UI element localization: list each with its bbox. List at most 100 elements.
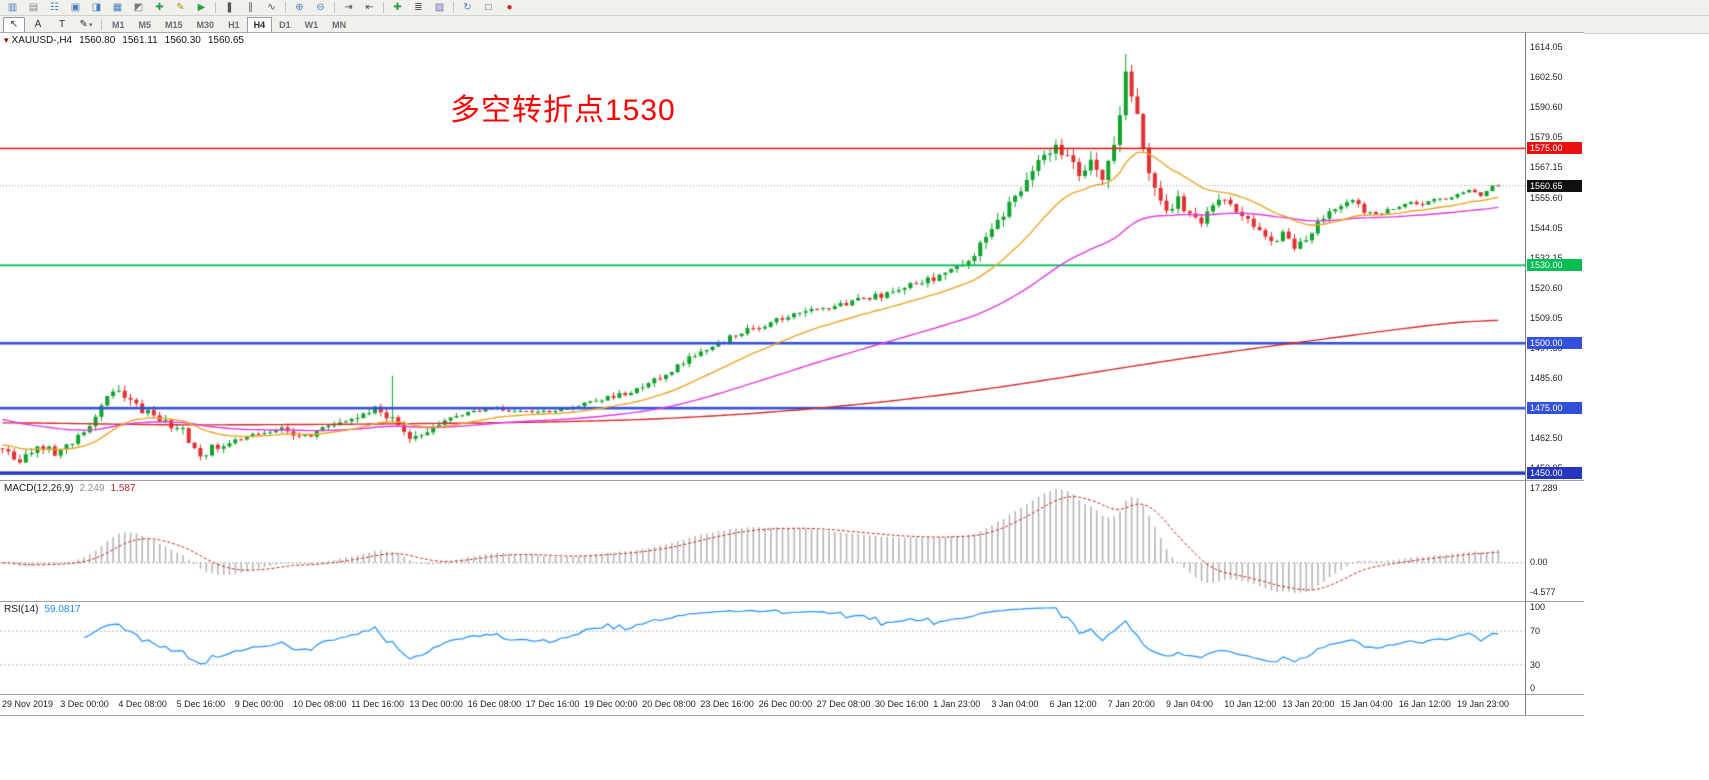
- time-tick-label: 23 Dec 16:00: [700, 699, 754, 709]
- quote-low: 1560.30: [164, 35, 201, 46]
- timeframe-mn[interactable]: MN: [332, 19, 347, 30]
- metaeditor-icon[interactable]: ✎: [176, 2, 185, 13]
- standard-toolbar: ▥ ▤ ☷ ▣ ◨ ▦ ◩ ✚ ✎ ▶ ❚ ∥ ∿ ⊕ ⊖ ⇥ ⇤ ✚ ≣ ▨ ↻ □ ●: [0, 0, 1709, 16]
- strategy-tester-icon[interactable]: ◩: [133, 2, 144, 13]
- macd-tick-label: -4.577: [1530, 587, 1556, 597]
- record-icon[interactable]: ●: [506, 2, 513, 13]
- price-axis[interactable]: 1614.05 1602.50 1590.60 1579.05 1567.15 1555.…: [1525, 33, 1584, 480]
- price-level-badge: 1500.00: [1527, 337, 1582, 350]
- zoom-in-icon[interactable]: ⊕: [295, 2, 304, 13]
- time-tick-label: 19 Dec 00:00: [584, 699, 638, 709]
- time-tick-label: 20 Dec 08:00: [642, 699, 696, 709]
- price-tick-label: 1520.60: [1530, 282, 1563, 293]
- timeframe-d1[interactable]: D1: [279, 19, 291, 30]
- new-chart-icon[interactable]: ▥: [7, 2, 18, 13]
- rsi-panel: RSI(14) 59.0817 100 70 30 0: [0, 601, 1584, 694]
- price-chart-panel: ▾ XAUUSD-,H4 1560.80 1561.11 1560.30 1560.65 …: [0, 33, 1584, 480]
- full-screen-icon[interactable]: □: [485, 2, 492, 13]
- time-tick-label: 10 Jan 12:00: [1224, 699, 1277, 709]
- time-tick-label: 1 Jan 23:00: [933, 699, 981, 709]
- new-order-icon[interactable]: ✚: [155, 2, 164, 13]
- profiles-icon[interactable]: ▤: [28, 2, 39, 13]
- indicators-icon[interactable]: ✚: [393, 2, 402, 13]
- text-tool[interactable]: A: [34, 19, 42, 30]
- rsi-value: 59.0817: [44, 604, 81, 615]
- time-tick-label: 26 Dec 00:00: [758, 699, 813, 709]
- time-tick-label: 19 Jan 23:00: [1457, 699, 1510, 709]
- time-tick-label: 29 Nov 2019: [2, 699, 54, 709]
- time-tick-label: 6 Jan 12:00: [1049, 699, 1097, 709]
- chart-annotation-text[interactable]: 多空转折点1530: [450, 94, 676, 127]
- macd-label: MACD(12,26,9) 2.249 1.587: [4, 483, 136, 494]
- autotrading-icon[interactable]: ▶: [197, 2, 206, 13]
- toolbar-separator: [215, 2, 216, 13]
- timeframe-m30[interactable]: M30: [196, 19, 215, 30]
- time-tick-label: 11 Dec 16:00: [351, 699, 405, 709]
- macd-name: MACD(12,26,9): [4, 483, 74, 494]
- time-tick-label: 17 Dec 16:00: [525, 699, 580, 709]
- quote-close: 1560.65: [207, 35, 244, 46]
- toolbar-separator: [285, 2, 286, 13]
- timeframe-m1[interactable]: M1: [112, 19, 125, 30]
- market-watch-icon[interactable]: ☷: [50, 2, 59, 13]
- macd-tick-label: 0.00: [1530, 556, 1548, 567]
- quote-high: 1561.11: [122, 35, 158, 46]
- zoom-out-icon[interactable]: ⊖: [316, 2, 325, 13]
- timeframe-m15[interactable]: M15: [165, 19, 183, 30]
- data-window-icon[interactable]: ▣: [70, 2, 81, 13]
- price-tick-label: 1509.05: [1530, 312, 1563, 323]
- chart-window: ▾ XAUUSD-,H4 1560.80 1561.11 1560.30 1560.65 …: [0, 32, 1584, 716]
- auto-scroll-icon[interactable]: ⇥: [344, 2, 353, 13]
- price-level-badge: 1530.00: [1527, 259, 1582, 272]
- line-chart-icon[interactable]: ∿: [267, 2, 276, 13]
- current-price-badge: 1560.65: [1527, 179, 1582, 192]
- templates-icon[interactable]: ▨: [434, 2, 445, 13]
- price-tick-label: 1602.50: [1530, 72, 1563, 83]
- price-chart-canvas[interactable]: [0, 33, 1525, 480]
- timeframe-w1[interactable]: W1: [304, 19, 319, 30]
- price-tick-label: 1590.60: [1530, 102, 1563, 113]
- draw-tools-dropdown[interactable]: ✎ ▾: [79, 19, 93, 30]
- timeframe-h4[interactable]: H4: [246, 16, 273, 33]
- rsi-tick-label: 100: [1530, 602, 1546, 612]
- rsi-label: RSI(14) 59.0817: [4, 604, 81, 615]
- refresh-icon[interactable]: ↻: [463, 2, 472, 13]
- symbol-info: ▾ XAUUSD-,H4 1560.80 1561.11 1560.30 1560.65: [4, 35, 244, 46]
- candlestick-chart-icon[interactable]: ❚: [225, 2, 234, 13]
- price-tick-label: 1579.05: [1530, 132, 1563, 143]
- symbol-period-label: XAUUSD-,H4: [11, 35, 73, 46]
- price-tick-label: 1462.50: [1530, 433, 1563, 444]
- time-tick-label: 3 Jan 04:00: [991, 699, 1039, 709]
- timeframe-m5[interactable]: M5: [138, 19, 152, 30]
- time-tick-label: 27 Dec 08:00: [816, 699, 871, 709]
- rsi-canvas[interactable]: [0, 602, 1525, 694]
- macd-canvas[interactable]: [0, 481, 1525, 601]
- price-tick-label: 1544.05: [1530, 222, 1563, 233]
- rsi-axis[interactable]: 100 70 30 0: [1525, 602, 1584, 694]
- bar-chart-icon[interactable]: ∥: [248, 2, 253, 13]
- navigator-icon[interactable]: ◨: [91, 2, 102, 13]
- toolbar-separator: [101, 19, 102, 30]
- terminal-icon[interactable]: ▦: [112, 2, 123, 13]
- cursor-tool[interactable]: ↖: [3, 16, 25, 33]
- time-axis[interactable]: 29 Nov 2019 3 Dec 00:00 4 Dec 08:00 5 Dec 1…: [0, 694, 1584, 715]
- time-axis-corner: [1525, 695, 1584, 715]
- rsi-tick-label: 0: [1530, 683, 1536, 693]
- label-tool[interactable]: T: [58, 19, 66, 30]
- macd-axis[interactable]: 17.289 0.00 -4.577: [1525, 481, 1584, 601]
- drawing-tools-group: ↖ A T ✎ ▾: [2, 16, 98, 33]
- chart-shift-icon[interactable]: ⇤: [365, 2, 374, 13]
- time-tick-label: 13 Dec 00:00: [409, 699, 463, 709]
- timeframe-h1[interactable]: H1: [228, 19, 240, 30]
- time-tick-label: 9 Jan 04:00: [1166, 699, 1214, 709]
- time-tick-label: 7 Jan 20:00: [1107, 699, 1155, 709]
- one-click-trading-arrow[interactable]: ▾: [4, 35, 9, 45]
- timeframes-toolbar: M1 M5 M15 M30 H1 H4 D1 W1 MN: [105, 16, 353, 33]
- macd-signal-value: 1.587: [110, 483, 136, 494]
- periods-list-icon[interactable]: ≣: [414, 2, 423, 13]
- time-tick-label: 13 Jan 20:00: [1282, 699, 1335, 709]
- time-tick-label: 16 Dec 08:00: [467, 699, 522, 709]
- price-level-badge: 1475.00: [1527, 402, 1582, 415]
- rsi-name: RSI(14): [4, 604, 39, 615]
